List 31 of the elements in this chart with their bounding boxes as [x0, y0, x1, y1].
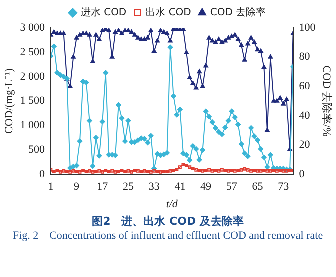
x-tick-label: 57 — [226, 181, 238, 194]
caption: Fig. 2 Concentrations of influent and effluent COD and removal rate — [12, 229, 324, 243]
legend-label: 出水 COD — [146, 6, 192, 19]
x-tick-label: 25 — [123, 181, 134, 194]
y2-tick-label: 60 — [299, 80, 311, 93]
y-tick-label: 0 — [39, 168, 46, 180]
x-tick-label: 49 — [200, 181, 212, 194]
y-tick-label: 3 000 — [20, 22, 46, 34]
legend-label: COD 去除率 — [210, 6, 266, 19]
x-tick-label: 41 — [174, 181, 186, 194]
x-axis-title: t/d — [166, 198, 178, 210]
x-tick-label: 65 — [252, 181, 264, 194]
y2-axis-title: COD 去除率/% — [320, 66, 334, 137]
y-tick-label: 2 000 — [20, 70, 46, 83]
x-tick-label: 9 — [74, 181, 80, 194]
x-tick-label: 73 — [278, 181, 290, 194]
y2-tick-label: 100 — [299, 22, 316, 34]
x-tick-label: 33 — [148, 181, 160, 194]
legend-label: 进水 COD — [80, 6, 127, 19]
y2-tick-label: 80 — [299, 51, 311, 64]
y-tick-label: 500 — [28, 144, 46, 156]
y2-tick-label: 0 — [299, 168, 306, 180]
y-tick-label: 1 000 — [20, 120, 46, 132]
y-axis-title: COD/(mg·L⁻¹) — [3, 68, 16, 134]
y2-tick-label: 20 — [299, 139, 311, 152]
text: 图2 进、出水 COD 及去除率 — [91, 214, 245, 229]
y-tick-label: 1 500 — [20, 95, 46, 108]
x-tick-label: 1 — [48, 181, 54, 194]
y2-tick-label: 40 — [299, 110, 311, 122]
x-tick-label: 17 — [97, 181, 109, 194]
y-tick-label: 2 500 — [20, 46, 46, 58]
